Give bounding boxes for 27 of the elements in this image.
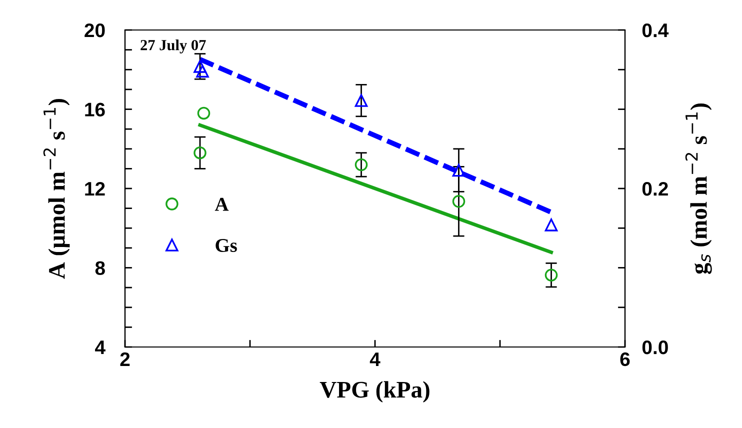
y2-axis-title: g$_{s}$ (mol m$^{−2}$ s$^{−1}$) — [685, 104, 712, 274]
y2-tick-label: 0.2 — [642, 182, 668, 196]
point — [452, 164, 466, 177]
point — [354, 94, 368, 107]
y-axis-title: A (μmol m$^{−2}$ s$^{−1}$) — [43, 98, 70, 279]
annotation: 27 July 07 — [140, 40, 206, 54]
point — [194, 60, 206, 73]
y2-tick-label: 0.0 — [642, 340, 668, 354]
point — [354, 158, 368, 172]
point — [197, 106, 210, 120]
x-tick-label: 6 — [620, 352, 630, 366]
y2-tick-label: 0.4 — [642, 23, 669, 38]
y-tick-label: 12 — [85, 182, 105, 196]
x-tick-label: 2 — [120, 352, 130, 366]
legend-label: A — [214, 198, 229, 211]
point — [544, 218, 558, 232]
y-tick-label: 4 — [95, 340, 106, 354]
point — [452, 194, 466, 208]
x-tick-label: 4 — [370, 352, 380, 366]
y-tick-label: 16 — [85, 102, 105, 116]
x-axis-title: VPG (kPa) — [320, 381, 430, 403]
y-tick-label: 8 — [95, 261, 105, 275]
point — [544, 268, 558, 282]
point — [194, 146, 206, 160]
legend-label: Gs — [216, 238, 237, 252]
point — [196, 64, 209, 78]
y-tick-label: 20 — [84, 23, 105, 38]
